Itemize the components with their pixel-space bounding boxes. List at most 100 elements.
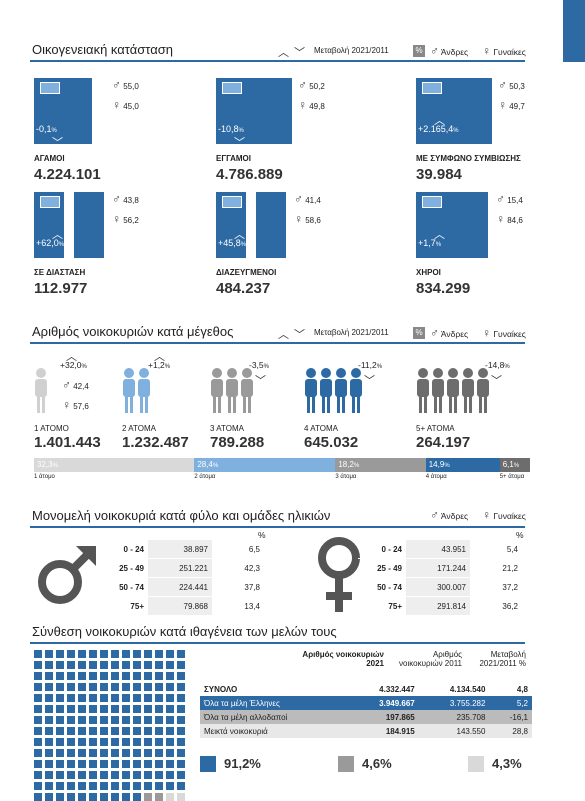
change-badge: +45,8%: [218, 238, 247, 248]
pct-cell: 6,5: [212, 540, 264, 559]
grid-cell: [67, 749, 75, 757]
change-badge: +1,7%: [418, 238, 442, 248]
pct-cell: 37,8: [212, 577, 264, 597]
category-value: 4.224.101: [34, 166, 101, 183]
grid-cell: [133, 782, 141, 790]
grid-cell: [89, 705, 97, 713]
category-label: ΧΗΡΟΙ: [416, 268, 441, 277]
grid-cell: [89, 661, 97, 669]
size-bar-segment: 18,2%: [335, 458, 426, 472]
pillow-icon: [422, 196, 442, 208]
grid-cell: [56, 705, 64, 713]
grid-cell: [133, 672, 141, 680]
count-cell: 251.221: [148, 558, 212, 578]
legend-women: ♀ Γυναίκες: [482, 326, 526, 340]
grid-cell: [166, 727, 174, 735]
category-value: 484.237: [216, 280, 271, 297]
grid-cell: [100, 650, 108, 658]
value-2021: 184.915: [385, 726, 415, 736]
table-row: Μεικτά νοικοκυριά 184.915 143.550 28,8: [200, 724, 532, 738]
female-icon: ♀: [294, 212, 303, 226]
grid-cell: [89, 782, 97, 790]
grid-cell: [144, 694, 152, 702]
men-share: ♂ 55,0: [112, 78, 139, 92]
grid-cell: [100, 716, 108, 724]
grid-cell: [89, 683, 97, 691]
person-icon: [305, 368, 317, 413]
grid-cell: [133, 760, 141, 768]
grid-cell: [100, 782, 108, 790]
grid-cell: [166, 694, 174, 702]
grid-cell: [56, 749, 64, 757]
grid-cell: [100, 738, 108, 746]
female-icon: ♀: [112, 98, 121, 112]
chevron-up-icon: ︿: [434, 115, 445, 127]
age-group: 75+: [100, 596, 148, 616]
grid-cell: [177, 782, 185, 790]
change-badge: -10,8%: [218, 124, 244, 134]
pct-header: %: [516, 530, 524, 540]
grid-cell: [67, 705, 75, 713]
size-value: 1.232.487: [122, 434, 189, 451]
grid-cell: [155, 760, 163, 768]
grid-cell: [166, 793, 174, 801]
grid-cell: [177, 661, 185, 669]
men-share: ♂ 15,4: [496, 192, 523, 206]
count-cell: 38.897: [148, 540, 212, 559]
total-swatch: [338, 756, 354, 772]
grid-cell: [89, 749, 97, 757]
women-share: ♀ 56,2: [112, 212, 139, 226]
grid-cell: [133, 727, 141, 735]
grid-cell: [122, 727, 130, 735]
age-group: 75+: [358, 596, 406, 616]
grid-cell: [67, 694, 75, 702]
grid-cell: [133, 683, 141, 691]
grid-cell: [166, 749, 174, 757]
grid-cell: [177, 672, 185, 680]
grid-cell: [111, 760, 119, 768]
grid-cell: [111, 738, 119, 746]
grid-cell: [155, 727, 163, 735]
grid-cell: [177, 738, 185, 746]
size-change: -3,5%: [249, 360, 269, 370]
size-change: +32,0%: [60, 360, 87, 370]
count-cell: 300.007: [406, 577, 470, 597]
size-label: 3 ΑΤΟΜΑ: [210, 424, 244, 433]
section-divider: [30, 60, 525, 62]
size-label: 2 ΑΤΟΜΑ: [122, 424, 156, 433]
person-icon: [462, 368, 474, 413]
table-row: 75+ 79.868 13,4: [100, 596, 264, 616]
female-icon: ♀: [482, 326, 491, 340]
category-label: ΕΓΓΑΜΟΙ: [216, 154, 251, 163]
grid-cell: [144, 760, 152, 768]
size-bar-segment: 28,4%: [194, 458, 336, 472]
grid-cell: [45, 760, 53, 768]
grid-cell: [133, 716, 141, 724]
grid-cell: [78, 661, 86, 669]
age-group: 0 - 24: [100, 540, 148, 559]
legend-women: ♀ Γυναίκες: [482, 508, 526, 522]
grid-cell: [111, 705, 119, 713]
grid-cell: [111, 661, 119, 669]
grid-cell: [144, 749, 152, 757]
category-label: ΣΕ ΔΙΑΣΤΑΣΗ: [34, 268, 86, 277]
male-icon: ♂: [62, 378, 71, 392]
women-share: ♀ 49,8: [298, 98, 325, 112]
grid-cell: [144, 705, 152, 713]
grid-cell: [166, 705, 174, 713]
women-share: ♀ 84,6: [496, 212, 523, 226]
female-icon: ♀: [112, 212, 121, 226]
category-value: 4.786.889: [216, 166, 283, 183]
grid-cell: [122, 771, 130, 779]
table-row: 75+ 291.814 36,2: [358, 596, 522, 616]
total-pct: 4,3%: [492, 756, 522, 771]
grid-cell: [144, 771, 152, 779]
age-group: 50 - 74: [100, 577, 148, 597]
person-icon: [226, 368, 238, 413]
grid-cell: [78, 683, 86, 691]
grid-cell: [155, 661, 163, 669]
grid-cell: [166, 782, 174, 790]
grid-cell: [67, 650, 75, 658]
header-2021: Αριθμός νοικοκυριών 2021: [302, 650, 384, 668]
grid-cell: [56, 738, 64, 746]
